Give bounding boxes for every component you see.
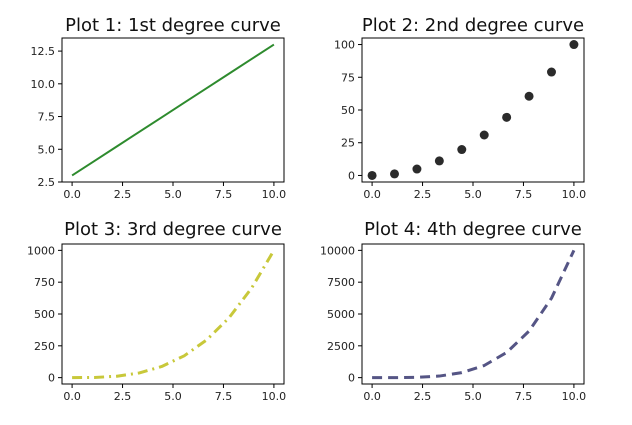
y-tick-label: 25 — [341, 137, 355, 150]
scatter-point — [412, 164, 422, 174]
scatter-point — [546, 67, 556, 77]
y-tick-label: 10000 — [320, 244, 355, 257]
subplot-title: Plot 3: 3rd degree curve — [64, 219, 282, 240]
y-tick-label: 10.0 — [31, 78, 56, 91]
x-tick-label: 7.5 — [215, 188, 233, 201]
x-tick-label: 2.5 — [414, 188, 432, 201]
scatter-point — [367, 170, 377, 180]
x-tick-label: 5.0 — [164, 188, 182, 201]
y-tick-label: 7500 — [327, 276, 355, 289]
x-tick-label: 5.0 — [464, 188, 482, 201]
y-tick-label: 2500 — [327, 340, 355, 353]
series-line — [72, 249, 276, 380]
scatter-point — [502, 112, 512, 122]
scatter-point — [524, 91, 534, 101]
subplot-title: Plot 1: 1st degree curve — [65, 15, 281, 36]
plot-frame — [61, 243, 285, 385]
subplot-1: Plot 1: 1st degree curve 0.0 2.5 5.0 7.5 10.0… — [31, 15, 287, 201]
y-tick-label: 250 — [34, 340, 55, 353]
series-line — [71, 43, 275, 177]
x-tick-label: 0.0 — [63, 390, 81, 403]
x-tick-label: 7.5 — [515, 390, 533, 403]
x-tick-label: 2.5 — [114, 390, 132, 403]
y-tick-label: 5.0 — [38, 143, 56, 156]
x-tick-label: 10.0 — [262, 390, 287, 403]
x-tick-label: 5.0 — [164, 390, 182, 403]
y-tick-label: 12.5 — [31, 45, 56, 58]
y-tick-label: 500 — [34, 308, 55, 321]
scatter-point — [569, 40, 579, 50]
y-tick-label: 0 — [348, 372, 355, 385]
y-tick-label: 2.5 — [38, 176, 56, 189]
plot-frame — [361, 37, 585, 183]
y-tick-label: 100 — [334, 39, 355, 52]
y-tick-label: 1000 — [27, 244, 55, 257]
scatter-point — [390, 169, 400, 179]
x-tick-label: 2.5 — [114, 188, 132, 201]
y-tick-label: 7.5 — [38, 111, 56, 124]
y-tick-label: 75 — [341, 71, 355, 84]
series-line — [372, 249, 576, 380]
y-tick-label: 50 — [341, 104, 355, 117]
plot-frame — [361, 243, 585, 385]
subplot-2: Plot 2: 2nd degree curve 0.0 2.5 5.0 7.5 10.0… — [334, 15, 586, 201]
y-tick-label: 5000 — [327, 308, 355, 321]
x-tick-label: 10.0 — [562, 390, 587, 403]
x-tick-label: 10.0 — [262, 188, 287, 201]
y-tick-label: 0 — [48, 372, 55, 385]
subplot-3: Plot 3: 3rd degree curve 0.0 2.5 5.0 7.5 10.0… — [27, 219, 286, 403]
x-tick-label: 0.0 — [363, 390, 381, 403]
x-tick-label: 2.5 — [414, 390, 432, 403]
x-tick-label: 7.5 — [515, 188, 533, 201]
scatter-point — [479, 130, 489, 140]
x-tick-label: 7.5 — [215, 390, 233, 403]
subplot-title: Plot 4: 4th degree curve — [364, 219, 582, 240]
scatter-point — [457, 145, 467, 155]
y-tick-label: 750 — [34, 276, 55, 289]
x-tick-label: 0.0 — [63, 188, 81, 201]
scatter-point — [434, 156, 444, 166]
subplot-4: Plot 4: 4th degree curve 0.0 2.5 5.0 7.5 10.0… — [320, 219, 586, 403]
y-tick-label: 0 — [348, 169, 355, 182]
x-tick-label: 5.0 — [464, 390, 482, 403]
subplot-title: Plot 2: 2nd degree curve — [362, 15, 584, 36]
x-tick-label: 10.0 — [562, 188, 587, 201]
x-tick-label: 0.0 — [363, 188, 381, 201]
